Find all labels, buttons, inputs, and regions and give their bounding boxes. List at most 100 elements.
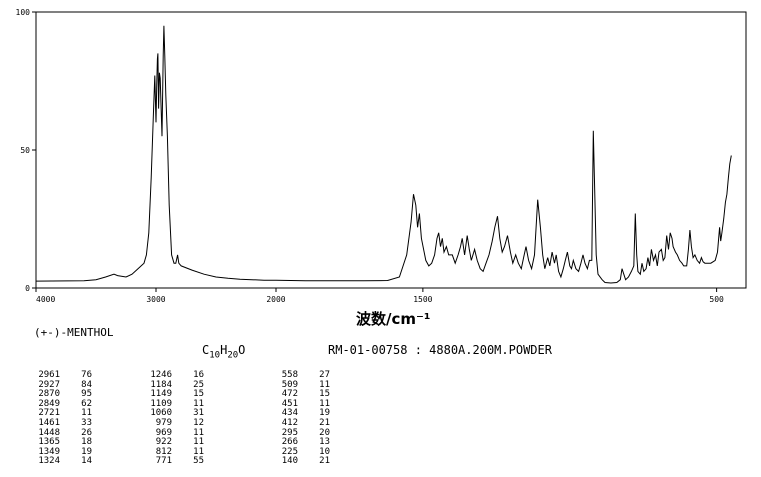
peak-row: 472 15 bbox=[258, 390, 330, 400]
peak-wavenumber: 2849 bbox=[38, 398, 60, 409]
peak-wavenumber: 509 bbox=[281, 379, 298, 390]
peak-intensity: 11 bbox=[193, 437, 204, 448]
peak-wavenumber: 1246 bbox=[150, 370, 172, 380]
peak-intensity: 84 bbox=[81, 379, 92, 390]
formula-c-count: 10 bbox=[209, 350, 221, 361]
compound-name: (+-)-MENTHOL bbox=[34, 326, 114, 339]
peak-intensity: 11 bbox=[193, 446, 204, 457]
x-axis-label: 波数/cm⁻¹ bbox=[356, 310, 431, 328]
formula-o: O bbox=[238, 343, 246, 357]
peak-intensity: 21 bbox=[319, 417, 330, 428]
peak-intensity: 19 bbox=[81, 446, 92, 457]
peak-row: 1448 26 bbox=[20, 427, 92, 439]
peak-intensity: 16 bbox=[193, 370, 204, 380]
peak-table-column-3: 558 27 509 11 472 15 451 11 434 19 412 21 295 20 266 13… bbox=[258, 370, 330, 467]
peak-intensity: 14 bbox=[81, 456, 92, 467]
x-tick-label: 4000 bbox=[36, 295, 55, 304]
peak-row: 812 11 bbox=[132, 446, 204, 458]
peak-row: 295 20 bbox=[258, 427, 330, 439]
y-tick-label: 100 bbox=[16, 8, 31, 17]
peak-wavenumber: 1184 bbox=[150, 379, 172, 390]
x-tick-label: 500 bbox=[709, 295, 724, 304]
peak-intensity: 11 bbox=[193, 398, 204, 409]
peak-row: 225 10 bbox=[258, 446, 330, 458]
peak-row: 558 27 bbox=[258, 370, 330, 381]
peak-intensity: 11 bbox=[319, 398, 330, 409]
peak-intensity: 11 bbox=[193, 427, 204, 438]
formula-c: C bbox=[202, 343, 210, 357]
peak-intensity: 12 bbox=[193, 417, 204, 428]
molecular-formula: C10H20O bbox=[202, 343, 245, 360]
peak-wavenumber: 969 bbox=[155, 427, 172, 438]
y-axis-ticks: 0 50 100 bbox=[16, 8, 36, 293]
peak-wavenumber: 558 bbox=[281, 370, 298, 380]
x-tick-label: 1500 bbox=[413, 295, 432, 304]
peak-intensity: 20 bbox=[319, 427, 330, 438]
formula-h-count: 20 bbox=[227, 350, 239, 361]
peak-row: 2927 84 bbox=[20, 379, 92, 391]
peak-row: 509 11 bbox=[258, 379, 330, 391]
peak-wavenumber: 451 bbox=[281, 398, 298, 409]
peak-row: 1109 11 bbox=[132, 398, 204, 410]
peak-wavenumber: 225 bbox=[281, 446, 298, 457]
peak-row: 771 55 bbox=[132, 457, 204, 467]
peak-wavenumber: 295 bbox=[281, 427, 298, 438]
peak-row: 451 11 bbox=[258, 398, 330, 410]
peak-row: 1060 31 bbox=[132, 409, 204, 419]
peak-intensity: 26 bbox=[81, 427, 92, 438]
peak-intensity: 11 bbox=[319, 379, 330, 390]
peak-wavenumber: 979 bbox=[155, 417, 172, 428]
spectrum-line bbox=[35, 25, 732, 284]
peak-wavenumber: 2870 bbox=[38, 389, 60, 400]
peak-intensity: 15 bbox=[319, 389, 330, 400]
peak-row: 1184 25 bbox=[132, 379, 204, 391]
plot-frame bbox=[35, 11, 747, 289]
y-tick-label: 0 bbox=[25, 284, 30, 293]
peak-intensity: 21 bbox=[319, 456, 330, 467]
peak-wavenumber: 2721 bbox=[38, 408, 60, 419]
peak-row: 922 11 bbox=[132, 438, 204, 448]
peak-intensity: 31 bbox=[193, 408, 204, 419]
peak-wavenumber: 2927 bbox=[38, 379, 60, 390]
x-tick-label: 3000 bbox=[146, 295, 165, 304]
peak-row: 1246 16 bbox=[132, 370, 204, 381]
peak-row: 412 21 bbox=[258, 417, 330, 429]
x-axis-ticks: 4000 3000 2000 1500 500 bbox=[35, 288, 724, 304]
peak-row: 2961 76 bbox=[20, 370, 92, 381]
peak-wavenumber: 1365 bbox=[38, 437, 60, 448]
peak-intensity: 19 bbox=[319, 408, 330, 419]
peak-row: 969 11 bbox=[132, 427, 204, 439]
peak-intensity: 76 bbox=[81, 370, 92, 380]
peak-intensity: 33 bbox=[81, 417, 92, 428]
peak-intensity: 15 bbox=[193, 389, 204, 400]
peak-wavenumber: 472 bbox=[281, 389, 298, 400]
peak-wavenumber: 140 bbox=[281, 456, 298, 467]
peak-intensity: 25 bbox=[193, 379, 204, 390]
peak-row: 2870 95 bbox=[20, 390, 92, 400]
peak-row: 266 13 bbox=[258, 438, 330, 448]
peak-wavenumber: 922 bbox=[155, 437, 172, 448]
peak-row: 1461 33 bbox=[20, 417, 92, 429]
peak-wavenumber: 1461 bbox=[38, 417, 60, 428]
peak-intensity: 13 bbox=[319, 437, 330, 448]
peak-wavenumber: 266 bbox=[281, 437, 298, 448]
peak-wavenumber: 1109 bbox=[150, 398, 172, 409]
peak-wavenumber: 1324 bbox=[38, 456, 60, 467]
ir-spectrum-chart: 4000 3000 2000 1500 500 0 50 100 bbox=[16, 8, 747, 304]
peak-row: 140 21 bbox=[258, 457, 330, 467]
sample-info: RM-01-00758 : 4880A.200M.POWDER bbox=[328, 343, 552, 357]
peak-row: 1349 19 bbox=[20, 446, 92, 458]
peak-table-column-1: 2961 76 2927 84 2870 95 2849 62 2721 11 1461 33 1448… bbox=[20, 370, 92, 467]
peak-intensity: 95 bbox=[81, 389, 92, 400]
peak-intensity: 18 bbox=[81, 437, 92, 448]
peak-wavenumber: 412 bbox=[281, 417, 298, 428]
peak-wavenumber: 1149 bbox=[150, 389, 172, 400]
peak-wavenumber: 812 bbox=[155, 446, 172, 457]
peak-intensity: 27 bbox=[319, 370, 330, 380]
peak-row: 2849 62 bbox=[20, 398, 92, 410]
y-tick-label: 50 bbox=[20, 146, 30, 155]
peak-wavenumber: 2961 bbox=[38, 370, 60, 380]
x-tick-label: 2000 bbox=[266, 295, 285, 304]
peak-row: 434 19 bbox=[258, 409, 330, 419]
peak-row: 1149 15 bbox=[132, 390, 204, 400]
